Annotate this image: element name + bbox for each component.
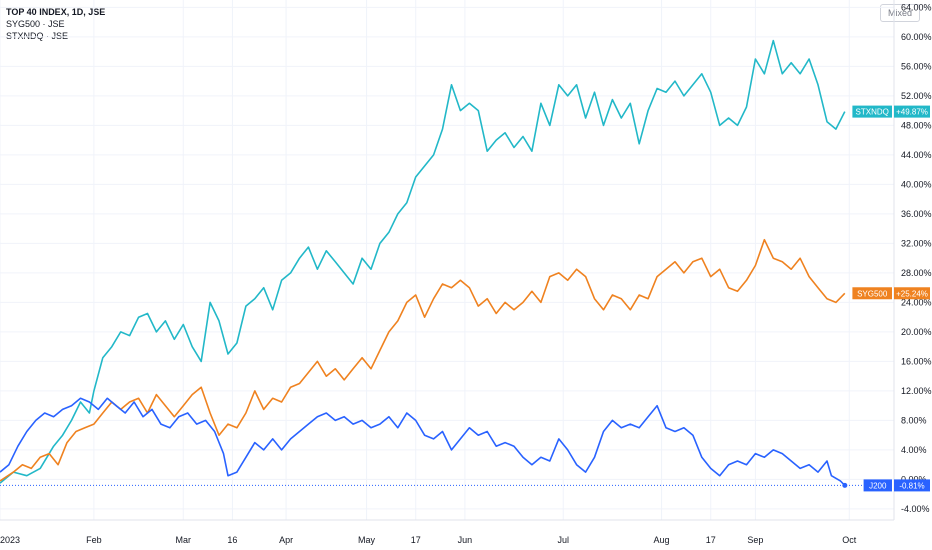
series-layer — [0, 39, 894, 488]
price-label-value-box — [894, 479, 930, 492]
compare-symbol-syg500[interactable]: SYG500 · JSE — [6, 19, 65, 29]
x-tick-label: May — [358, 535, 376, 545]
scale-mode-button[interactable]: Mixed — [880, 4, 920, 22]
price-label-name: STXNDQ — [856, 108, 889, 117]
y-tick-label: 52.00% — [901, 91, 932, 101]
y-tick-label: 16.00% — [901, 356, 932, 366]
y-tick-label: 24.00% — [901, 297, 932, 307]
main-symbol-title[interactable]: TOP 40 INDEX, 1D, JSE — [6, 7, 106, 17]
price-label-name: J200 — [869, 481, 887, 490]
series-line-syg500[interactable] — [0, 238, 846, 482]
x-tick-label: 17 — [411, 535, 421, 545]
x-tick-label: Jun — [458, 535, 473, 545]
y-tick-label: 12.00% — [901, 386, 932, 396]
x-tick-label: Aug — [654, 535, 670, 545]
grid-lines — [0, 0, 895, 521]
y-tick-label: 40.00% — [901, 179, 932, 189]
price-labels: STXNDQ +49.87% SYG500 +25.24% J200 -0.81% — [852, 105, 930, 492]
price-label-value-box — [894, 287, 930, 300]
y-tick-label: 56.00% — [901, 61, 932, 71]
price-label-name-box — [852, 105, 892, 118]
price-label-value: +25.24% — [896, 289, 928, 298]
x-tick-label: Feb — [86, 535, 102, 545]
y-tick-label: 4.00% — [901, 445, 927, 455]
x-tick-label: Mar — [176, 535, 192, 545]
chart-legend: TOP 40 INDEX, 1D, JSE SYG500 · JSE STXND… — [6, 6, 105, 42]
x-tick-label: Oct — [842, 535, 857, 545]
price-label-value: +49.87% — [896, 108, 928, 117]
y-tick-label: 48.00% — [901, 120, 932, 130]
y-tick-label: 64.00% — [901, 2, 932, 12]
price-label-value-box — [894, 105, 930, 118]
y-tick-label: 60.00% — [901, 32, 932, 42]
price-label-stxndq[interactable]: STXNDQ +49.87% — [852, 105, 930, 118]
x-axis[interactable]: 2023 Feb Mar 16 Apr May 17 Jun Jul Aug 17 Sep Oct — [0, 535, 857, 545]
y-tick-label: 44.00% — [901, 150, 932, 160]
y-tick-label: -4.00% — [901, 504, 930, 514]
price-label-j200[interactable]: J200 -0.81% — [863, 479, 930, 492]
x-tick-label: 17 — [706, 535, 716, 545]
y-tick-label: 20.00% — [901, 327, 932, 337]
price-label-name-box — [852, 287, 892, 300]
last-price-dot — [842, 482, 848, 488]
x-tick-label: Jul — [557, 535, 569, 545]
y-tick-label: 28.00% — [901, 268, 932, 278]
x-tick-label: 2023 — [0, 535, 20, 545]
price-label-name-box — [863, 479, 892, 492]
price-label-syg500[interactable]: SYG500 +25.24% — [852, 287, 930, 300]
x-tick-label: 16 — [227, 535, 237, 545]
compare-symbol-stxndq[interactable]: STXNDQ · JSE — [6, 31, 69, 41]
series-line-j200[interactable] — [0, 397, 846, 486]
price-label-name: SYG500 — [857, 289, 888, 298]
y-axis[interactable]: -4.00%0.00%4.00%8.00%12.00%16.00%20.00%2… — [901, 2, 932, 514]
y-tick-label: 8.00% — [901, 415, 927, 425]
y-tick-label: 36.00% — [901, 209, 932, 219]
price-label-value: -0.81% — [899, 481, 924, 490]
x-tick-label: Sep — [747, 535, 763, 545]
y-tick-label: 32.00% — [901, 238, 932, 248]
x-tick-label: Apr — [279, 535, 293, 545]
series-line-stxndq[interactable] — [0, 39, 846, 484]
